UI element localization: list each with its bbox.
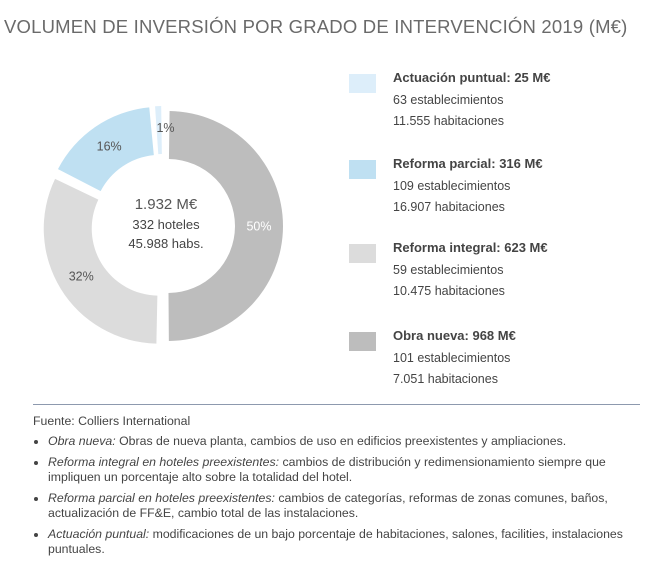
definition-term: Reforma integral en hoteles preexistente… bbox=[48, 455, 280, 469]
legend-establishments: 59 establecimientos bbox=[393, 263, 504, 277]
legend-swatch bbox=[349, 74, 376, 93]
total-hotels: 332 hoteles bbox=[132, 217, 200, 232]
legend-title: Reforma parcial: 316 M€ bbox=[393, 156, 543, 171]
legend-swatch bbox=[349, 332, 376, 351]
donut-slice bbox=[168, 111, 283, 342]
donut-slice bbox=[155, 106, 162, 155]
legend-title: Reforma integral: 623 M€ bbox=[393, 240, 548, 255]
legend-establishments: 109 establecimientos bbox=[393, 179, 511, 193]
slice-percent-label: 16% bbox=[97, 140, 122, 154]
legend-swatch bbox=[349, 160, 376, 179]
slice-percent-label: 1% bbox=[156, 121, 174, 135]
definition-term: Actuación puntual: bbox=[48, 527, 150, 541]
legend-rooms: 11.555 habitaciones bbox=[393, 114, 504, 128]
legend-establishments: 63 establecimientos bbox=[393, 93, 504, 107]
donut-slice bbox=[43, 178, 158, 344]
definition-item: Obra nueva: Obras de nueva planta, cambi… bbox=[48, 434, 643, 449]
definition-item: Actuación puntual: modificaciones de un … bbox=[48, 527, 643, 557]
divider bbox=[33, 404, 640, 405]
legend-establishments: 101 establecimientos bbox=[393, 351, 511, 365]
source-text: Fuente: Colliers International bbox=[33, 414, 191, 428]
definition-term: Obra nueva: bbox=[48, 434, 116, 448]
donut-center-summary: 1.932 M€ 332 hoteles 45.988 habs. bbox=[106, 196, 226, 251]
definition-item: Reforma parcial en hoteles preexistentes… bbox=[48, 491, 643, 521]
definition-text: modificaciones de un bajo porcentaje de … bbox=[48, 527, 623, 556]
definition-text: Obras de nueva planta, cambios de uso en… bbox=[115, 434, 567, 448]
definitions-list: Obra nueva: Obras de nueva planta, cambi… bbox=[33, 434, 643, 557]
definition-text: cambios de distribución y redimensionami… bbox=[48, 455, 606, 484]
legend-rooms: 16.907 habitaciones bbox=[393, 200, 505, 214]
legend-rooms: 10.475 habitaciones bbox=[393, 284, 505, 298]
definition-term: Reforma parcial en hoteles preexistentes… bbox=[48, 491, 275, 505]
legend-title: Actuación puntual: 25 M€ bbox=[393, 70, 551, 85]
legend-title: Obra nueva: 968 M€ bbox=[393, 328, 516, 343]
total-rooms: 45.988 habs. bbox=[128, 236, 204, 251]
definition-text: cambios de categorías, reformas de zonas… bbox=[48, 491, 608, 520]
slice-percent-label: 32% bbox=[69, 269, 94, 283]
total-investment: 1.932 M€ bbox=[134, 196, 198, 213]
donut-chart: 50% 32% 16% 1% bbox=[43, 106, 283, 344]
definition-item: Reforma integral en hoteles preexistente… bbox=[48, 455, 643, 485]
donut-slice bbox=[57, 107, 154, 192]
chart-title: VOLUMEN DE INVERSIÓN POR GRADO DE INTERV… bbox=[4, 16, 628, 37]
legend-rooms: 7.051 habitaciones bbox=[393, 372, 498, 386]
notes: Fuente: Colliers International Obra nuev… bbox=[33, 414, 643, 563]
legend-swatch bbox=[349, 244, 376, 263]
slice-percent-label: 50% bbox=[246, 219, 271, 233]
